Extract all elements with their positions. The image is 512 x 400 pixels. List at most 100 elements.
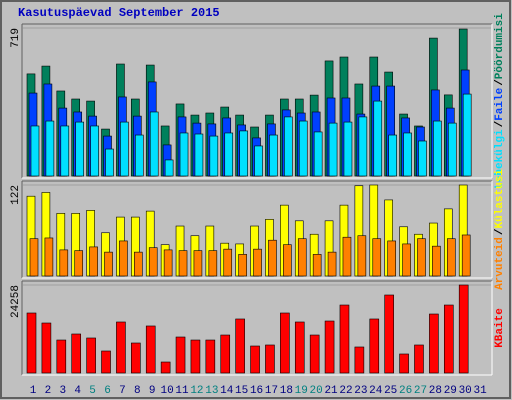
x-tick-label: 6: [104, 385, 111, 397]
x-tick-label: 8: [134, 385, 141, 397]
bar: [358, 116, 368, 177]
bar: [250, 345, 260, 374]
bar: [208, 250, 218, 277]
x-tick-label: 25: [384, 385, 397, 397]
legend-item: KBaite: [494, 308, 506, 348]
bar: [253, 248, 262, 277]
x-tick-label: 31: [473, 385, 487, 397]
bar: [418, 140, 427, 177]
bar: [284, 116, 293, 177]
bar: [164, 159, 174, 177]
x-tick-label: 17: [265, 385, 278, 397]
x-tick-label: 15: [235, 385, 248, 397]
bar: [239, 130, 248, 177]
legend-separator: /: [494, 120, 506, 127]
bar: [116, 321, 126, 374]
bar: [75, 121, 85, 177]
x-tick-label: 2: [45, 385, 52, 397]
bar: [369, 318, 380, 374]
legend-item: Külastusi: [494, 169, 506, 229]
bar: [178, 250, 188, 277]
bar: [313, 131, 323, 177]
x-tick-label: 10: [161, 385, 174, 397]
legend-item: Arvuteid: [494, 237, 506, 290]
x-tick-label: 21: [324, 385, 338, 397]
y-tick-label: 719: [10, 28, 22, 48]
y-tick-label: 24258: [10, 285, 22, 318]
bar: [446, 238, 456, 277]
bar: [71, 333, 82, 374]
bar: [432, 245, 441, 277]
bar: [134, 251, 143, 277]
legend: Lehekülgi/Faile/Pöördumisi: [494, 13, 506, 189]
x-tick-label: 1: [30, 385, 37, 397]
bar: [41, 322, 52, 374]
x-tick-label: 19: [295, 385, 308, 397]
bar: [26, 312, 37, 374]
y-tick-label: 122: [10, 185, 22, 205]
bar: [119, 240, 128, 277]
bar: [160, 361, 171, 374]
bar: [194, 133, 204, 177]
bar: [384, 294, 394, 374]
bar: [324, 320, 335, 374]
bar: [148, 247, 158, 277]
bar: [90, 125, 99, 177]
bar: [105, 148, 114, 177]
bar: [357, 235, 367, 277]
x-tick-label: 9: [149, 385, 156, 397]
x-tick-label: 28: [429, 385, 442, 397]
legend: Arvuteid /Külastusi: [494, 169, 506, 290]
bar: [268, 239, 277, 277]
bar: [312, 254, 322, 277]
bar: [417, 238, 426, 277]
bar: [297, 238, 307, 277]
bar: [429, 313, 439, 374]
bar: [372, 238, 382, 277]
bar: [235, 318, 245, 374]
legend-item: Faile: [494, 87, 506, 120]
legend-item: Lehekülgi: [494, 129, 506, 189]
x-tick-label: 12: [190, 385, 203, 397]
bar: [30, 125, 40, 177]
bar: [131, 342, 141, 374]
bar: [223, 248, 233, 277]
x-tick-label: 7: [119, 385, 126, 397]
x-tick-label: 11: [175, 385, 189, 397]
x-tick-label: 16: [250, 385, 263, 397]
bar: [190, 339, 201, 374]
x-tick-label: 30: [459, 385, 472, 397]
bar: [387, 240, 396, 277]
legend-separator: /: [494, 79, 506, 86]
bar: [209, 135, 219, 177]
legend: KBaite: [494, 308, 506, 348]
legend-separator: /: [494, 228, 506, 235]
bar: [145, 325, 156, 374]
bar: [414, 344, 424, 374]
bar: [101, 350, 111, 374]
bar: [399, 353, 409, 374]
bar: [403, 132, 412, 177]
bar: [343, 121, 353, 177]
bar: [433, 120, 442, 177]
bar: [339, 304, 350, 374]
bar: [342, 236, 352, 277]
bar: [193, 250, 203, 277]
x-tick-label: 20: [310, 385, 323, 397]
x-tick-label: 18: [280, 385, 293, 397]
x-tick-label: 3: [60, 385, 67, 397]
bar: [298, 120, 308, 177]
bar: [328, 122, 338, 177]
bar: [309, 334, 320, 374]
x-tick-label: 27: [414, 385, 427, 397]
bar: [149, 111, 159, 177]
bar: [280, 312, 290, 374]
bar: [238, 254, 247, 277]
chart-title: Kasutuspäevad September 2015: [18, 6, 220, 20]
bar: [179, 132, 189, 177]
x-tick-label: 23: [354, 385, 367, 397]
bar: [373, 100, 383, 177]
x-tick-label: 29: [444, 385, 457, 397]
bar: [205, 339, 216, 374]
